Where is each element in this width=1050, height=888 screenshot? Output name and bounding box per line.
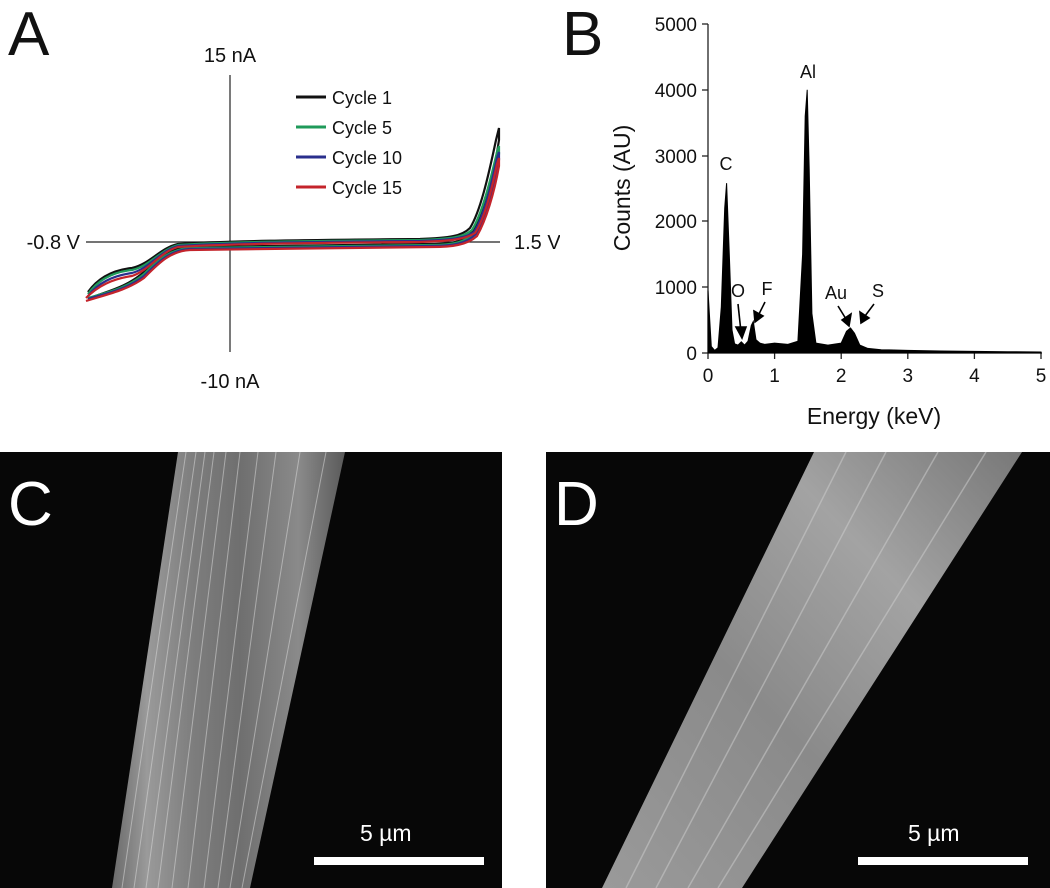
legend-label: Cycle 1 xyxy=(332,88,392,108)
legend-entry-cycle-10: Cycle 10 xyxy=(296,148,402,168)
eds-chart: 0 1000 2000 3000 4000 5000 0 1 2 3 4 5 E… xyxy=(609,15,1047,429)
scale-bar-label-c: 5 µm xyxy=(360,820,412,846)
arrow-o xyxy=(734,303,748,340)
x-pos-label: 1.5 V xyxy=(514,232,560,254)
panel-letter-d: D xyxy=(554,470,599,539)
panel-letter-c: C xyxy=(8,470,53,539)
panel-a-voltammogram: A 15 nA -10 nA -0.8 V 1.5 V Cycle 1 Cycl… xyxy=(0,0,562,420)
legend-entry-cycle-5: Cycle 5 xyxy=(296,118,392,138)
legend-label: Cycle 5 xyxy=(332,118,392,138)
cv-curves xyxy=(85,127,501,303)
panel-letter-a: A xyxy=(8,0,50,69)
sem-fiber-image-c xyxy=(112,452,345,888)
y-tick-label: 3000 xyxy=(655,147,697,168)
x-neg-label: -0.8 V xyxy=(27,232,81,254)
x-tick-label: 4 xyxy=(969,366,980,387)
x-tick-label: 1 xyxy=(769,366,780,387)
cycle-15-curve xyxy=(85,157,501,303)
sem-fiber-image-d xyxy=(602,452,1022,888)
scale-bar-d xyxy=(858,857,1028,865)
x-axis-title: Energy (keV) xyxy=(807,403,941,429)
y-neg-label: -10 nA xyxy=(201,371,261,393)
scale-bar-label-d: 5 µm xyxy=(908,820,960,846)
arrow-f xyxy=(753,301,766,324)
peak-label-s: S xyxy=(872,281,884,301)
legend-entry-cycle-1: Cycle 1 xyxy=(296,88,392,108)
y-tick-label: 0 xyxy=(686,344,697,365)
cycle-5-curve xyxy=(87,145,501,300)
x-tick-label: 0 xyxy=(703,366,714,387)
y-pos-label: 15 nA xyxy=(204,45,257,67)
legend-label: Cycle 15 xyxy=(332,178,402,198)
x-tick-label: 2 xyxy=(836,366,847,387)
y-tick-label: 2000 xyxy=(655,212,697,233)
eds-spectrum-area xyxy=(707,89,1042,354)
y-tick-label: 1000 xyxy=(655,278,697,299)
y-ticks: 0 1000 2000 3000 4000 5000 xyxy=(655,15,708,365)
peak-label-c: C xyxy=(720,154,733,174)
panel-letter-b: B xyxy=(562,0,604,69)
peak-label-f: F xyxy=(762,279,773,299)
y-axis-title: Counts (AU) xyxy=(609,125,635,252)
voltammogram-chart: 15 nA -10 nA -0.8 V 1.5 V Cycle 1 Cycle … xyxy=(27,45,562,393)
scale-bar-c xyxy=(314,857,484,865)
y-tick-label: 4000 xyxy=(655,81,697,102)
arrow-s xyxy=(859,303,875,325)
panel-b-eds-spectrum: B 0 1000 2000 3000 4000 5000 0 xyxy=(560,0,1050,440)
x-ticks: 0 1 2 3 4 5 xyxy=(703,353,1047,387)
y-tick-label: 5000 xyxy=(655,15,697,36)
peak-label-al: Al xyxy=(800,62,816,82)
cycle-10-curve xyxy=(87,151,501,301)
peak-arrows xyxy=(734,301,875,340)
legend-label: Cycle 10 xyxy=(332,148,402,168)
arrow-au xyxy=(837,305,853,328)
x-tick-label: 5 xyxy=(1036,366,1047,387)
legend-entry-cycle-15: Cycle 15 xyxy=(296,178,402,198)
peak-label-au: Au xyxy=(825,283,847,303)
legend: Cycle 1 Cycle 5 Cycle 10 Cycle 15 xyxy=(296,88,402,198)
x-tick-label: 3 xyxy=(903,366,914,387)
panel-c-sem-image: C 5 µm xyxy=(0,452,502,888)
panel-d-sem-image: D 5 µm xyxy=(546,452,1050,888)
peak-label-o: O xyxy=(731,281,745,301)
